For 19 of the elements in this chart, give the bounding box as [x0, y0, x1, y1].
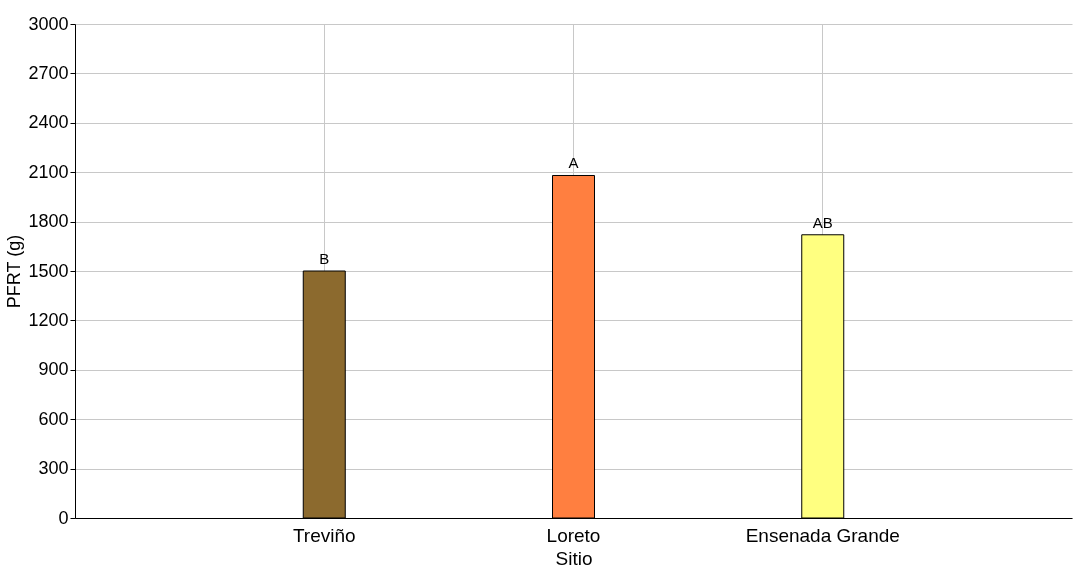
annotation: A — [568, 154, 579, 172]
y-axis-title: PFRT (g) — [4, 234, 25, 309]
annotation: AB — [812, 213, 833, 231]
x-tick-label: Loreto — [546, 524, 601, 546]
x-axis-title: Sitio — [555, 547, 593, 569]
y-tick-label: 1500 — [28, 260, 69, 281]
y-tick-label: 900 — [38, 359, 69, 380]
x-tick-label: Treviño — [292, 524, 356, 546]
y-tick-label: 3000 — [28, 13, 69, 34]
annotation: B — [319, 250, 330, 267]
y-tick-label: 600 — [38, 408, 69, 429]
y-tick-label: 1800 — [28, 211, 69, 232]
y-tick-label: 2400 — [28, 112, 69, 133]
y-tick-label: 1200 — [28, 309, 69, 330]
y-tick-label: 0 — [58, 507, 69, 528]
y-tick-label: 300 — [38, 458, 69, 479]
y-tick-label: 2100 — [28, 161, 69, 182]
x-tick-label: Ensenada Grande — [745, 524, 900, 546]
y-tick-label: 2700 — [28, 62, 69, 83]
